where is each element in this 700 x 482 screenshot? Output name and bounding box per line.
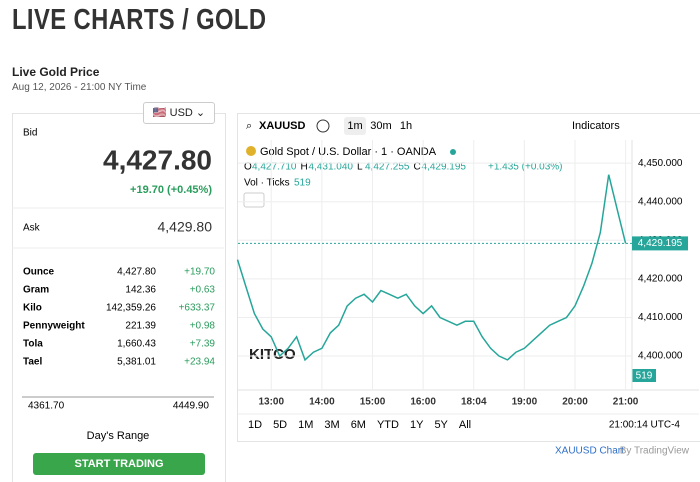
unit-price: 142,359.26	[106, 303, 156, 314]
range-button[interactable]: YTD	[377, 419, 399, 431]
unit: Tael	[23, 357, 42, 368]
ohlc-key: C	[414, 162, 421, 173]
clock: 21:00:14 UTC-4	[609, 420, 681, 431]
footer-link[interactable]: XAUUSD Chart	[555, 446, 624, 457]
range-button[interactable]: 3M	[324, 419, 339, 431]
unit: Kilo	[23, 303, 42, 314]
unit: Pennyweight	[23, 321, 85, 332]
volume-tag-text: 519	[636, 371, 653, 382]
range-label: Day's Range	[87, 430, 150, 442]
ohlc-value: 4,431.040	[309, 162, 354, 173]
search-icon: ⌕	[246, 120, 252, 132]
unit-change: +23.94	[184, 357, 215, 368]
volume-tag	[632, 369, 656, 382]
interval[interactable]: 1m	[347, 120, 362, 132]
range-button[interactable]: 1Y	[410, 419, 424, 431]
price-line	[236, 174, 627, 362]
y-tick-label: 4,450.000	[638, 158, 683, 169]
price-tag	[632, 236, 688, 251]
x-tick-label: 13:00	[258, 397, 284, 408]
gold-icon	[246, 146, 256, 156]
range-button[interactable]: 5D	[273, 419, 287, 431]
chart-panel	[237, 113, 700, 442]
price-tag-text: 4,429.195	[638, 238, 683, 249]
y-tick-label: 4,400.000	[638, 351, 683, 362]
x-tick-label: 14:00	[309, 397, 335, 408]
unit-price: 4,427.80	[117, 267, 156, 278]
range-button[interactable]: 5Y	[434, 419, 448, 431]
range-button[interactable]: 1D	[248, 419, 262, 431]
interval-active	[344, 117, 366, 135]
status-dot	[450, 149, 456, 155]
volume-label: Vol · Ticks	[244, 178, 290, 189]
ohlc-value: 4,429.195	[422, 162, 467, 173]
unit-price: 5,381.01	[117, 357, 156, 368]
unit: Ounce	[23, 267, 55, 278]
quote-panel	[12, 113, 226, 482]
footer-by: By TradingView	[620, 446, 690, 457]
range-button[interactable]: 6M	[351, 419, 366, 431]
unit-change: +0.98	[190, 321, 216, 332]
x-tick-label: 19:00	[512, 397, 538, 408]
x-tick-label: 21:00	[613, 397, 639, 408]
currency-select[interactable]: 🇺🇸 USD ⌄	[143, 102, 215, 124]
unit-change: +633.37	[179, 303, 216, 314]
change: +19.70 (+0.45%)	[130, 184, 212, 196]
page-title: LIVE CHARTS / GOLD	[12, 4, 267, 36]
currency: USD	[169, 107, 193, 119]
legend-title: Gold Spot / U.S. Dollar · 1 · OANDA	[260, 146, 437, 158]
unit: Tola	[23, 339, 43, 350]
ohlc-value: 4,427.255	[365, 162, 410, 173]
indicators[interactable]: Indicators	[572, 120, 620, 132]
ohlc-key: L	[357, 162, 363, 173]
interval[interactable]: 1h	[400, 120, 412, 132]
bid-label: Bid	[23, 128, 37, 139]
x-tick-label: 20:00	[562, 397, 588, 408]
volume: 519	[294, 178, 311, 189]
symbol[interactable]: XAUUSD	[259, 120, 306, 132]
unit-change: +0.63	[190, 285, 216, 296]
start-trading-button[interactable]: START TRADING	[33, 453, 205, 475]
ask: 4,429.80	[158, 219, 213, 235]
ask-label: Ask	[23, 223, 41, 234]
ohlc-key: O	[244, 162, 252, 173]
range-high: 4449.90	[173, 401, 210, 412]
unit-price: 1,660.43	[117, 339, 156, 350]
range-button[interactable]: All	[459, 419, 471, 431]
unit-price: 221.39	[125, 321, 156, 332]
collapse-button[interactable]	[243, 192, 265, 208]
range-button[interactable]: 1M	[298, 419, 313, 431]
subtitle: Live Gold Price	[12, 65, 100, 79]
interval[interactable]: 30m	[370, 120, 391, 132]
y-tick-label: 4,410.000	[638, 312, 683, 323]
ohlc-key: H	[301, 162, 308, 173]
y-tick-label: 4,420.000	[638, 274, 683, 285]
x-tick-label: 15:00	[360, 397, 386, 408]
unit: Gram	[23, 285, 49, 296]
x-tick-label: 18:04	[461, 397, 487, 408]
unit-price: 142.36	[125, 285, 156, 296]
add-icon[interactable]	[316, 119, 330, 133]
unit-change: +19.70	[184, 267, 215, 278]
range-low: 4361.70	[28, 401, 65, 412]
legend-change: +1.435 (+0.03%)	[488, 162, 563, 173]
y-tick-label: 4,440.000	[638, 196, 683, 207]
bid: 4,427.80	[103, 144, 212, 175]
logo: KITCO	[249, 346, 296, 363]
ohlc-value: 4,427.710	[252, 162, 297, 173]
timestamp: Aug 12, 2026 - 21:00 NY Time	[12, 82, 147, 93]
x-tick-label: 16:00	[410, 397, 436, 408]
unit-change: +7.39	[190, 339, 216, 350]
